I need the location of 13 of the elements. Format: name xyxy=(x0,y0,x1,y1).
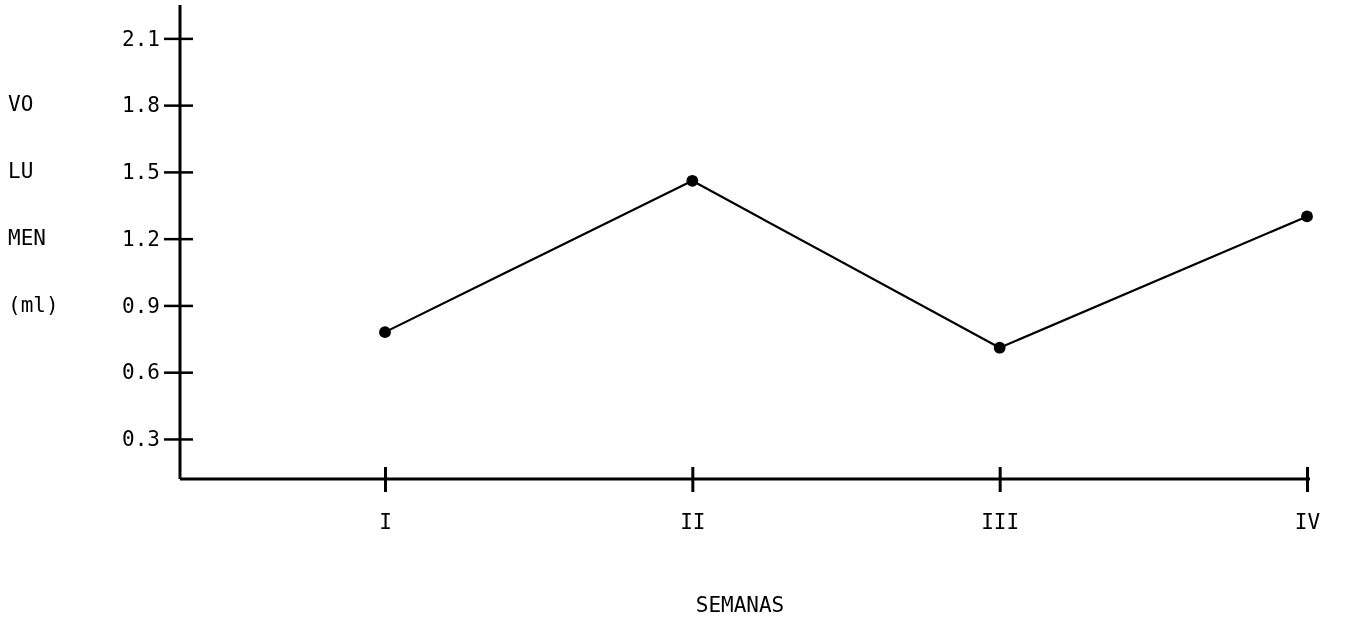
y-tick-label: 2.1 xyxy=(122,26,160,51)
y-tick-label: 0.6 xyxy=(122,360,160,385)
y-tick-label: 1.2 xyxy=(122,226,160,251)
y-tick-label: 1.8 xyxy=(122,93,160,118)
x-axis-title: SEMANAS xyxy=(695,593,785,617)
x-tick-label: I xyxy=(379,509,392,534)
x-tick-label: II xyxy=(680,509,706,534)
y-tick-label: 0.9 xyxy=(122,293,160,318)
text: VO LU MEN (ml) xyxy=(8,92,59,318)
y-tick-label: 0.3 xyxy=(122,427,160,452)
y-tick-label: 1.5 xyxy=(122,160,160,185)
x-tick-label: III xyxy=(981,509,1020,534)
x-tick-label: IV xyxy=(1294,509,1321,534)
